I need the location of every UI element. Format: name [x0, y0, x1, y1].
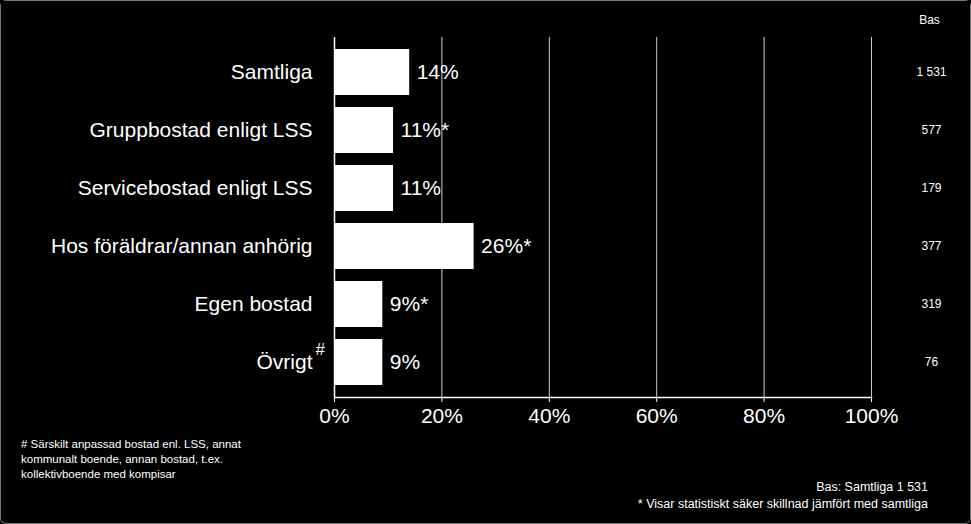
svg-text:Hos föräldrar/annan anhörig: Hos föräldrar/annan anhörig	[51, 234, 313, 257]
svg-text:26%*: 26%*	[481, 234, 531, 257]
svg-text:Samtliga: Samtliga	[231, 60, 313, 83]
svg-text:100%: 100%	[845, 404, 899, 427]
svg-text:377: 377	[921, 239, 941, 253]
svg-text:179: 179	[921, 181, 941, 195]
html-text:Bas: Samtliga 1 531: Bas: Samtliga 1 531	[816, 480, 928, 494]
svg-text:9%: 9%	[390, 350, 420, 373]
svg-text:80%: 80%	[743, 404, 785, 427]
svg-text:40%: 40%	[528, 404, 570, 427]
svg-text:1 531: 1 531	[916, 65, 946, 79]
svg-text:Övrigt: Övrigt	[256, 350, 312, 373]
svg-text:9%*: 9%*	[390, 292, 429, 315]
svg-text:319: 319	[921, 297, 941, 311]
svg-text:Gruppbostad enligt LSS: Gruppbostad enligt LSS	[90, 118, 313, 141]
html-text:* Visar statistiskt säker skil: * Visar statistiskt säker skillnad jämfö…	[637, 497, 928, 511]
svg-text:60%: 60%	[636, 404, 678, 427]
svg-text:0%: 0%	[319, 404, 349, 427]
svg-text:20%: 20%	[421, 404, 463, 427]
svg-text:14%: 14%	[417, 60, 459, 83]
html-text:# Särskilt anpassad bostad enl: # Särskilt anpassad bostad enl. LSS, ann…	[21, 438, 241, 480]
svg-text:Bas: Bas	[919, 13, 940, 27]
svg-text:Servicebostad enligt LSS: Servicebostad enligt LSS	[78, 176, 313, 199]
svg-text:11%: 11%	[401, 176, 441, 199]
svg-text:76: 76	[925, 355, 939, 369]
svg-text:Egen bostad: Egen bostad	[195, 292, 313, 315]
svg-text:#: #	[316, 340, 326, 359]
svg-text:11%*: 11%*	[401, 118, 450, 141]
svg-text:577: 577	[921, 123, 941, 137]
